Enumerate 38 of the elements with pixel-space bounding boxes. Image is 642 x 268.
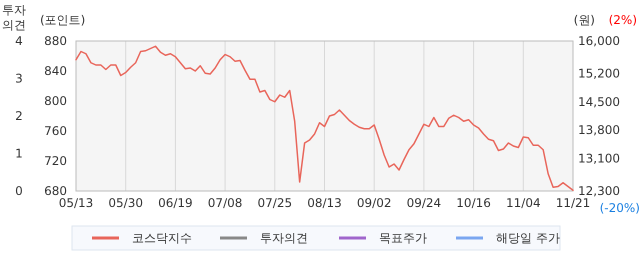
x-tick-label: 10/16 — [456, 196, 491, 210]
x-tick-label: 05/30 — [108, 196, 143, 210]
y3-tick-label: 0 — [15, 184, 23, 198]
y-axis-title: (포인트) — [40, 13, 86, 27]
x-tick-label: 07/08 — [208, 196, 242, 210]
x-tick-label: 11/04 — [506, 196, 541, 210]
x-tick-label: 08/13 — [307, 196, 342, 210]
x-tick-label: 06/19 — [158, 196, 193, 210]
y2-tick-label: 13,100 — [578, 152, 620, 166]
y2-tick-label: 12,300 — [578, 184, 620, 198]
text: (2%) — [608, 13, 637, 27]
x-tick-label: 11/21 — [556, 196, 590, 210]
legend-label: 해당일 주가 — [496, 231, 560, 245]
x-tick-label: 05/13 — [58, 196, 94, 210]
y-tick-label: 760 — [44, 124, 67, 138]
x-tick-label: 09/24 — [406, 196, 442, 210]
x-tick-label: 07/25 — [258, 196, 292, 210]
y-tick-label: 720 — [44, 154, 67, 168]
y-tick-label: 800 — [44, 94, 67, 108]
legend-label: 코스닥지수 — [132, 231, 192, 245]
y3-axis-title: 투자의견 — [2, 3, 26, 32]
y3-tick-label: 2 — [15, 109, 23, 123]
line-series — [75, 46, 574, 191]
y2-tick-label: 14,500 — [578, 94, 620, 109]
y2-tick-label: 13,800 — [578, 123, 620, 138]
y-tick-label: 680 — [44, 184, 67, 198]
y-tick-label: 840 — [44, 64, 67, 78]
legend-label: 투자의견 — [260, 231, 308, 245]
y2-tick-label: 15,200 — [578, 66, 620, 80]
text: (-20%) — [600, 201, 640, 215]
y3-tick-label: 1 — [15, 146, 23, 160]
y3-tick-label: 4 — [15, 34, 23, 48]
y3-tick-label: 3 — [15, 72, 23, 86]
legend-label: 목표주가 — [379, 231, 427, 245]
y-tick-label: 880 — [44, 34, 67, 48]
y2-axis-title: (원) — [574, 13, 595, 27]
x-tick-label: 09/02 — [356, 196, 392, 210]
y2-tick-label: 16,000 — [578, 34, 620, 48]
